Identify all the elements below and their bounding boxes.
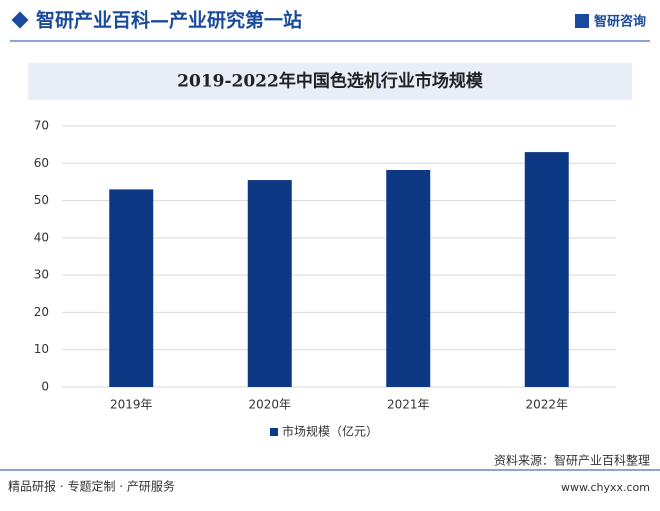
bar	[247, 180, 292, 387]
y-tick-label: 10	[34, 342, 49, 356]
logo-icon	[575, 14, 589, 28]
footer-services: 精品研报 · 专题定制 · 产研服务	[8, 479, 175, 494]
bar	[386, 169, 431, 387]
logo-text: 智研咨询	[594, 14, 646, 30]
y-tick-label: 20	[34, 305, 49, 319]
chart-title: 2019-2022年中国色选机行业市场规模	[177, 71, 484, 92]
legend-label: 市场规模（亿元）	[282, 424, 378, 439]
bar	[109, 189, 154, 387]
x-tick-label: 2020年	[248, 398, 291, 412]
x-tick-label: 2021年	[387, 398, 430, 412]
y-tick-label: 30	[34, 268, 49, 282]
y-tick-label: 40	[34, 230, 49, 244]
legend-swatch	[270, 428, 278, 436]
footer-url: www.chyxx.com	[561, 481, 650, 494]
bar	[524, 152, 569, 387]
y-tick-label: 60	[34, 156, 49, 170]
title-banner	[28, 63, 632, 100]
x-tick-label: 2019年	[110, 398, 153, 412]
y-tick-label: 0	[41, 380, 49, 394]
y-tick-label: 70	[34, 119, 49, 133]
header-title: 智研产业百科—产业研究第一站	[36, 9, 302, 32]
footer-source: 资料来源：智研产业百科整理	[494, 453, 650, 468]
x-tick-label: 2022年	[525, 398, 568, 412]
y-tick-label: 50	[34, 193, 49, 207]
